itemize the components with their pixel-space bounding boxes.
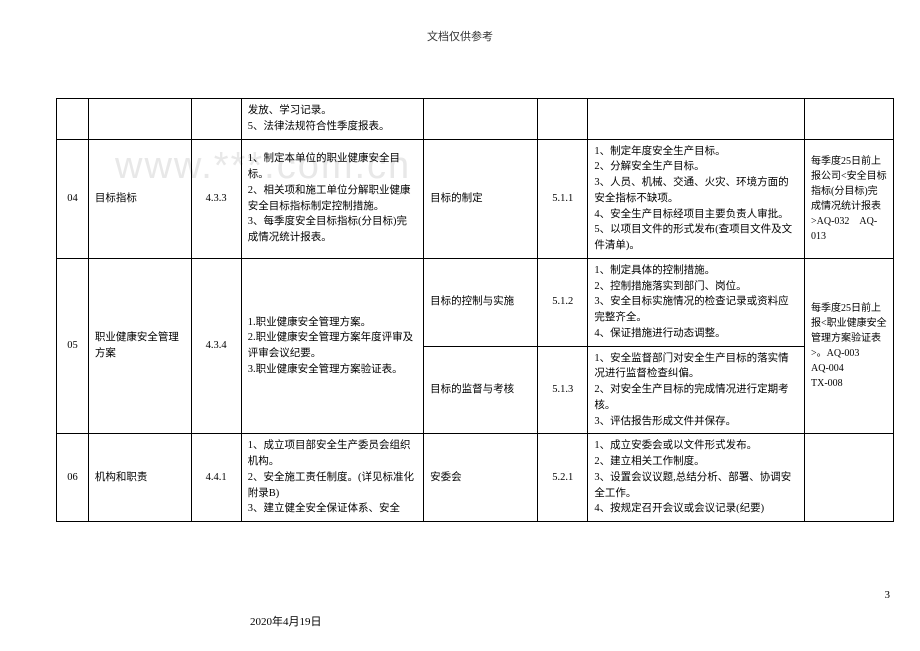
cell-name: 目标指标 [88, 139, 191, 258]
data-table: 发放、学习记录。 5、法律法规符合性季度报表。 04 目标指标 4.3.3 1、… [56, 98, 894, 522]
cell-desc2 [588, 99, 805, 140]
cell-desc2: 1、成立安委会或以文件形式发布。 2、建立相关工作制度。 3、设置会议议题,总结… [588, 434, 805, 522]
cell-desc1: 发放、学习记录。 5、法律法规符合性季度报表。 [241, 99, 423, 140]
cell-name: 机构和职责 [88, 434, 191, 522]
cell-num: 04 [57, 139, 89, 258]
cell-note [805, 434, 894, 522]
cell-target [424, 99, 538, 140]
cell-code2: 5.2.1 [538, 434, 588, 522]
cell-code [191, 99, 241, 140]
table-row: 05 职业健康安全管理方案 4.3.4 1.职业健康安全管理方案。 2.职业健康… [57, 258, 894, 346]
cell-code: 4.3.3 [191, 139, 241, 258]
cell-desc2: 1、制定具体的控制措施。 2、控制措施落实到部门、岗位。 3、安全目标实施情况的… [588, 258, 805, 346]
cell-desc1: 1、制定本单位的职业健康安全目标。 2、相关项和施工单位分解职业健康安全目标指标… [241, 139, 423, 258]
cell-target: 目标的制定 [424, 139, 538, 258]
cell-num: 05 [57, 258, 89, 434]
cell-num: 06 [57, 434, 89, 522]
cell-code2: 5.1.2 [538, 258, 588, 346]
cell-target: 目标的控制与实施 [424, 258, 538, 346]
cell-code: 4.3.4 [191, 258, 241, 434]
cell-desc1: 1、成立项目部安全生产委员会组织机构。 2、安全施工责任制度。(详见标准化附录B… [241, 434, 423, 522]
cell-note: 每季度25日前上报<职业健康安全管理方案验证表>。AQ-003 AQ-004 T… [805, 258, 894, 434]
cell-num [57, 99, 89, 140]
cell-code: 4.4.1 [191, 434, 241, 522]
cell-note [805, 99, 894, 140]
header-text: 文档仅供参考 [0, 28, 920, 44]
cell-target: 安委会 [424, 434, 538, 522]
cell-name [88, 99, 191, 140]
cell-desc2: 1、制定年度安全生产目标。 2、分解安全生产目标。 3、人员、机械、交通、火灾、… [588, 139, 805, 258]
table-row: 发放、学习记录。 5、法律法规符合性季度报表。 [57, 99, 894, 140]
page-number: 3 [885, 589, 891, 601]
cell-target: 目标的监督与考核 [424, 346, 538, 434]
cell-code2 [538, 99, 588, 140]
cell-note: 每季度25日前上报公司<安全目标指标(分目标)完成情况统计报表>AQ-032 A… [805, 139, 894, 258]
table-container: 发放、学习记录。 5、法律法规符合性季度报表。 04 目标指标 4.3.3 1、… [56, 98, 894, 522]
cell-name: 职业健康安全管理方案 [88, 258, 191, 434]
table-row: 06 机构和职责 4.4.1 1、成立项目部安全生产委员会组织机构。 2、安全施… [57, 434, 894, 522]
table-row: 04 目标指标 4.3.3 1、制定本单位的职业健康安全目标。 2、相关项和施工… [57, 139, 894, 258]
cell-code2: 5.1.1 [538, 139, 588, 258]
footer-date: 2020年4月19日 [250, 613, 322, 629]
cell-desc1: 1.职业健康安全管理方案。 2.职业健康安全管理方案年度评审及评审会议纪要。 3… [241, 258, 423, 434]
cell-desc2: 1、安全监督部门对安全生产目标的落实情况进行监督检查纠偏。 2、对安全生产目标的… [588, 346, 805, 434]
cell-code2: 5.1.3 [538, 346, 588, 434]
